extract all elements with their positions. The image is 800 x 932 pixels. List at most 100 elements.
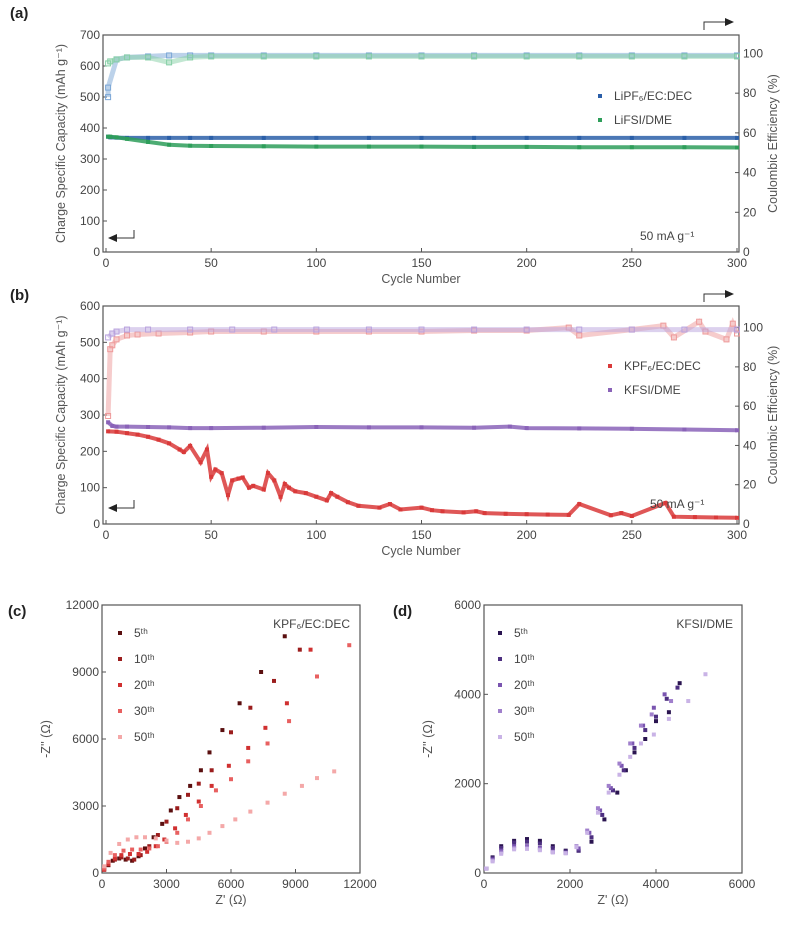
data-point: [188, 135, 193, 140]
y-tick-label: 4000: [454, 687, 481, 701]
y2-tick-label: 100: [743, 46, 763, 60]
data-point: [299, 783, 304, 788]
legend-marker: [498, 735, 502, 739]
data-point: [600, 812, 605, 817]
data-point: [574, 845, 579, 850]
y2-tick-label: 40: [743, 438, 757, 452]
y2-axis-label: Coulombic Efficiency (%): [766, 346, 780, 485]
data-point: [272, 678, 276, 683]
annotation: 50 mA g⁻¹: [650, 497, 704, 511]
data-point: [669, 699, 674, 704]
data-point: [577, 145, 582, 150]
data-point: [577, 426, 582, 431]
data-point: [598, 808, 603, 813]
data-point: [113, 328, 120, 335]
data-point: [315, 776, 319, 781]
data-point: [682, 145, 687, 150]
data-point: [220, 824, 225, 829]
data-point: [125, 837, 130, 842]
data-point: [105, 334, 112, 341]
data-point: [525, 837, 529, 842]
data-point: [587, 830, 592, 835]
data-point: [167, 441, 172, 446]
series-0: [102, 634, 287, 872]
data-point: [576, 332, 583, 339]
data-point: [156, 437, 161, 442]
data-point: [664, 696, 669, 701]
data-point: [550, 845, 555, 850]
data-point: [124, 54, 131, 61]
data-point: [617, 772, 622, 777]
series-2: [102, 647, 313, 872]
data-point: [164, 819, 169, 824]
data-point: [271, 326, 278, 333]
data-point: [229, 326, 236, 333]
legend-label: 10ᵗʰ: [514, 652, 535, 666]
x-tick-label: 0: [99, 877, 106, 891]
x-tick-label: 250: [622, 256, 642, 270]
data-point: [168, 808, 173, 813]
data-point: [595, 806, 600, 811]
x-tick-label: 12000: [343, 877, 377, 891]
x-tick-label: 300: [727, 256, 747, 270]
data-point: [681, 53, 688, 60]
y-axis-label: -Z'' (Ω): [421, 720, 435, 758]
data-point: [236, 476, 241, 481]
legend-label: 50ᵗʰ: [514, 730, 535, 744]
x-axis-label: Z' (Ω): [597, 893, 628, 907]
data-point: [482, 511, 487, 516]
data-point: [632, 745, 637, 750]
panel-label: (c): [8, 603, 26, 620]
data-point: [682, 135, 687, 140]
data-point: [102, 866, 107, 871]
legend-marker: [118, 657, 122, 661]
data-point: [703, 672, 708, 677]
panel-label: (d): [393, 603, 412, 620]
data-point: [585, 830, 590, 835]
chart-a: (a)0 50 100 150 200 250 3000100200300400500600…: [10, 5, 780, 286]
legend-label: LiFSI/DME: [614, 113, 672, 127]
data-point: [686, 699, 691, 704]
data-point: [107, 58, 114, 65]
data-point: [419, 425, 424, 430]
series-3: [105, 53, 740, 67]
data-point: [682, 427, 687, 432]
legend-label: 20ᵗʰ: [134, 678, 155, 692]
data-point: [213, 467, 218, 472]
data-point: [617, 761, 622, 766]
panel-label: (a): [10, 5, 28, 22]
data-point: [186, 817, 190, 822]
y-tick-label: 100: [80, 481, 100, 495]
data-point: [145, 54, 152, 61]
annotation: KFSI/DME: [676, 617, 733, 631]
data-point: [524, 512, 529, 517]
data-point: [263, 725, 268, 730]
data-point: [105, 84, 112, 91]
data-point: [233, 817, 238, 822]
data-point: [419, 144, 424, 149]
data-point: [261, 144, 266, 149]
data-point: [606, 790, 611, 795]
data-point: [220, 728, 225, 733]
data-point: [124, 326, 131, 333]
data-point: [188, 143, 193, 148]
data-point: [188, 783, 193, 788]
data-point: [638, 723, 643, 728]
data-point: [566, 512, 571, 517]
data-point: [628, 53, 635, 60]
y2-tick-label: 60: [743, 126, 757, 140]
data-point: [209, 143, 214, 148]
data-point: [265, 741, 270, 746]
data-point: [138, 847, 143, 852]
legend-marker: [598, 118, 602, 122]
y-axis-label: -Z'' (Ω): [39, 720, 53, 758]
data-point: [167, 142, 172, 147]
series-4: [484, 672, 708, 871]
y2-axis-label: Coulombic Efficiency (%): [766, 74, 780, 213]
x-tick-label: 50: [204, 528, 218, 542]
y-tick-label: 700: [80, 28, 100, 42]
data-point: [507, 424, 512, 429]
series-band: [106, 327, 737, 340]
data-point: [329, 491, 334, 496]
data-point: [198, 804, 203, 808]
